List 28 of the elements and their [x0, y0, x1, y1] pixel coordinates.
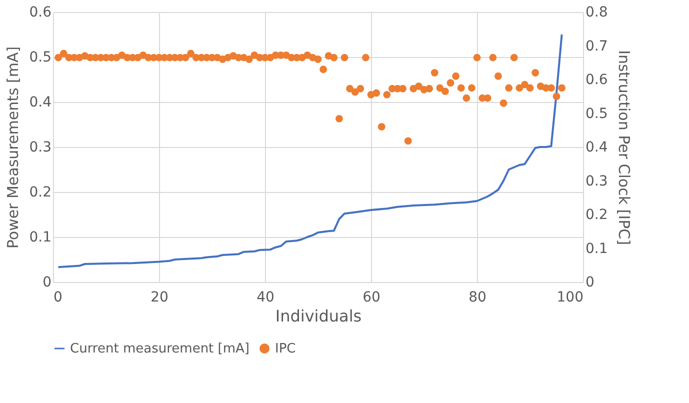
- y2-tick-label: 0.1: [586, 240, 608, 257]
- x-axis-title: Individuals: [275, 306, 362, 326]
- y-tick-label: 0.1: [29, 230, 52, 246]
- y2-tick-label: 0.6: [586, 72, 608, 88]
- y2-tick-label: 0: [586, 274, 594, 290]
- y-tick-label: 0.5: [29, 50, 52, 66]
- y-tick-label: 0.6: [29, 4, 52, 20]
- y-tick-label: 0.4: [29, 94, 52, 110]
- y2-tick-label: 0.4: [586, 140, 608, 156]
- y2-tick-label: 0.3: [586, 173, 608, 190]
- line-series: [57, 34, 563, 268]
- x-tick-label: 60: [362, 290, 380, 306]
- y2-tick-label: 0.7: [586, 38, 608, 54]
- legend-label: Current measurement [mA]: [70, 342, 250, 356]
- y2-tick-label: 0.5: [586, 106, 608, 122]
- y2-axis-title: Instruction Per Clock [IPC]: [614, 50, 633, 245]
- y2-tick-label: 0.8: [586, 4, 608, 20]
- x-tick-label: 20: [150, 290, 168, 306]
- legend-label: IPC: [275, 342, 296, 356]
- y-tick-label: 0: [42, 274, 52, 290]
- y-tick-label: 0.3: [29, 140, 52, 156]
- y-tick-label: 0.2: [29, 184, 52, 200]
- x-tick-label: 40: [256, 290, 274, 306]
- y-axis-title: Power Measurements [mA]: [4, 46, 22, 249]
- y2-tick-label: 0.2: [586, 207, 608, 223]
- x-tick-label: 80: [468, 290, 486, 306]
- x-tick-label: 0: [54, 290, 62, 306]
- x-tick-label: 100: [556, 290, 584, 306]
